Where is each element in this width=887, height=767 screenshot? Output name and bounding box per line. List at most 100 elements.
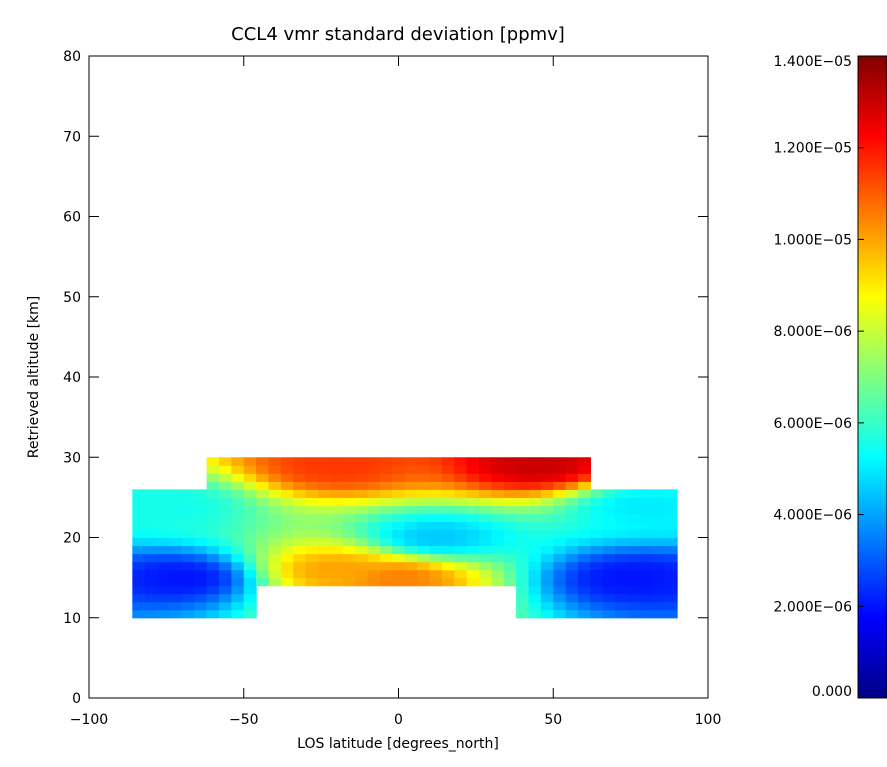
heatmap-cell — [429, 577, 443, 587]
heatmap-cell — [206, 577, 220, 587]
heatmap-cell — [305, 497, 319, 506]
heatmap-cell — [280, 521, 294, 531]
heatmap-cell — [169, 593, 183, 603]
heatmap-cell — [553, 601, 567, 611]
heatmap-cell — [540, 545, 554, 555]
heatmap-cell — [218, 593, 232, 603]
heatmap-cell — [627, 585, 641, 595]
heatmap-cell — [256, 529, 270, 539]
heatmap-cell — [578, 457, 591, 466]
heatmap-cell — [404, 473, 418, 482]
heatmap-cell — [392, 497, 406, 506]
heatmap-cell — [516, 569, 530, 579]
heatmap-cell — [194, 489, 208, 498]
heatmap-cell — [615, 545, 629, 555]
heatmap-cell — [553, 561, 567, 571]
heatmap-cell — [367, 545, 381, 555]
heatmap-cell — [367, 569, 381, 579]
heatmap-cell — [280, 497, 294, 506]
heatmap-cell — [491, 577, 505, 587]
heatmap-cell — [318, 521, 332, 531]
heatmap-cell — [218, 609, 232, 619]
heatmap-cell — [342, 577, 356, 587]
heatmap-cell — [454, 473, 468, 482]
heatmap-cell — [429, 553, 443, 563]
heatmap-cell — [379, 513, 393, 523]
heatmap-cell — [602, 545, 616, 555]
heatmap-cell — [578, 497, 591, 506]
heatmap-cell — [330, 473, 344, 482]
heatmap-cell — [528, 473, 542, 482]
heatmap-cell — [516, 497, 530, 506]
heatmap-cell — [318, 489, 332, 498]
y-tick-label: 30 — [63, 450, 81, 466]
heatmap-cell — [565, 465, 579, 474]
heatmap-cell — [429, 489, 443, 498]
heatmap-cell — [454, 497, 468, 506]
heatmap-cell — [305, 521, 319, 531]
heatmap-cell — [553, 489, 567, 498]
heatmap-cell — [243, 513, 257, 523]
heatmap-cell — [578, 553, 591, 563]
heatmap-cell — [441, 569, 455, 579]
heatmap-cell — [516, 545, 530, 555]
heatmap-cell — [503, 457, 517, 466]
heatmap-cell — [664, 569, 678, 579]
heatmap-cell — [441, 465, 455, 474]
heatmap-cell — [181, 529, 195, 539]
heatmap-cell — [639, 569, 653, 579]
heatmap-cell — [516, 521, 530, 531]
y-tick-label: 50 — [63, 290, 81, 306]
heatmap-cell — [590, 505, 604, 515]
heatmap-cell — [578, 481, 591, 490]
heatmap-cell — [615, 537, 629, 547]
heatmap-cell — [379, 577, 393, 587]
colorbar-tick-label: 8.000E−06 — [774, 324, 853, 340]
heatmap-cell — [206, 561, 220, 571]
heatmap-cell — [330, 529, 344, 539]
heatmap-cell — [491, 529, 505, 539]
heatmap-cell — [478, 457, 492, 466]
heatmap-cell — [318, 529, 332, 539]
heatmap-cell — [206, 545, 220, 555]
heatmap-cell — [157, 601, 171, 611]
heatmap-cell — [602, 577, 616, 587]
heatmap-cell — [330, 497, 344, 506]
heatmap-cell — [318, 505, 332, 515]
heatmap-cell — [652, 585, 666, 595]
heatmap-cell — [553, 521, 567, 531]
x-tick-label: 0 — [394, 712, 403, 728]
heatmap-cell — [367, 505, 381, 515]
heatmap-cell — [181, 577, 195, 587]
heatmap-cell — [491, 497, 505, 506]
heatmap-cell — [516, 457, 530, 466]
heatmap-cell — [602, 521, 616, 531]
heatmap-cell — [491, 489, 505, 498]
heatmap-cell — [503, 521, 517, 531]
colorbar-tick-label: 1.000E−05 — [774, 232, 852, 248]
heatmap-cell — [318, 569, 332, 579]
heatmap-cell — [664, 561, 678, 571]
heatmap-cell — [503, 577, 517, 587]
heatmap-cell — [157, 521, 171, 531]
heatmap-cell — [565, 569, 579, 579]
heatmap-cell — [194, 545, 208, 555]
heatmap-cell — [218, 457, 232, 466]
heatmap-cell — [392, 529, 406, 539]
heatmap-cell — [503, 545, 517, 555]
heatmap-cell — [330, 545, 344, 555]
heatmap-cell — [231, 489, 245, 498]
heatmap-cell — [627, 561, 641, 571]
heatmap-cell — [553, 473, 567, 482]
heatmap-cell — [639, 529, 653, 539]
heatmap-cell — [553, 569, 567, 579]
heatmap-cell — [231, 593, 245, 603]
heatmap-cell — [280, 569, 294, 579]
heatmap-cell — [578, 529, 591, 539]
heatmap-cell — [578, 545, 591, 555]
heatmap-cell — [429, 521, 443, 531]
heatmap-cell — [157, 545, 171, 555]
heatmap-cell — [454, 529, 468, 539]
heatmap-cell — [429, 561, 443, 571]
heatmap-cell — [268, 521, 282, 531]
